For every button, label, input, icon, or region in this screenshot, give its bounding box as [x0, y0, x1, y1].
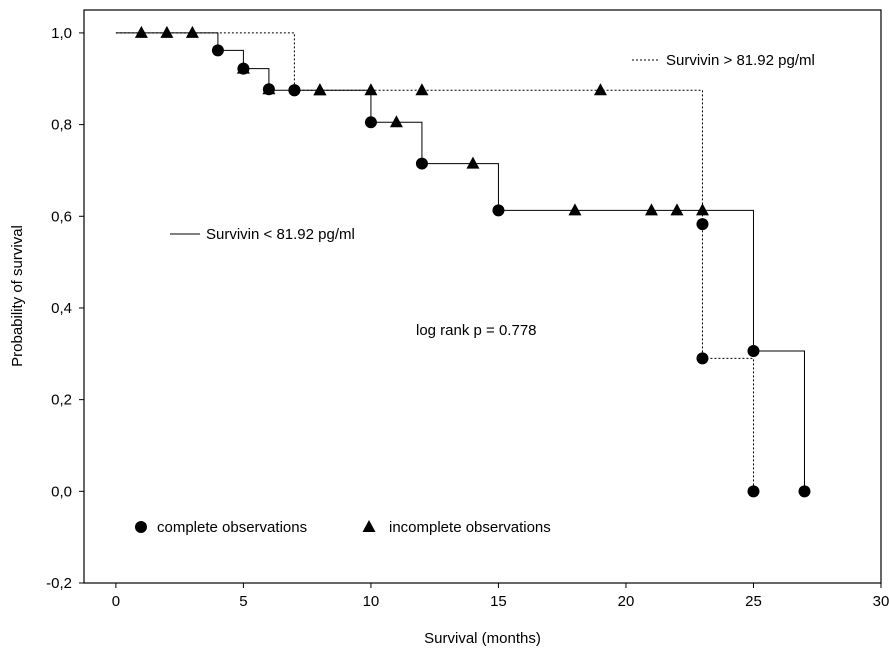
legend-marker-complete-icon [135, 521, 147, 533]
censored-marker-high [364, 83, 378, 96]
censored-marker-high [313, 83, 327, 96]
event-marker-low [364, 116, 377, 129]
censored-marker-low [644, 203, 658, 216]
km-curve-low-survivin [115, 32, 805, 492]
event-marker-low [415, 157, 428, 170]
event-marker-high [288, 84, 301, 97]
x-tick-label: 5 [239, 593, 247, 610]
km-curve-high-survivin [115, 32, 754, 492]
legend-label-incomplete: incomplete observations [389, 519, 551, 536]
y-tick-label: 1,0 [51, 25, 72, 42]
x-tick-label: 25 [745, 593, 762, 610]
x-axis-title: Survival (months) [424, 630, 541, 647]
event-marker-low [747, 345, 760, 358]
event-marker-low [262, 83, 275, 96]
legend-label-low-survivin: Survivin < 81.92 pg/ml [206, 226, 355, 243]
event-marker-low [798, 485, 811, 498]
plot-frame [83, 9, 882, 584]
censored-marker-low [389, 115, 403, 128]
censored-marker-high [236, 61, 250, 74]
x-tick-label: 0 [112, 593, 120, 610]
y-tick-label: 0,4 [51, 300, 72, 317]
censored-marker-low [185, 25, 199, 38]
y-tick-label: 0,8 [51, 117, 72, 134]
event-marker-low [492, 204, 505, 217]
x-tick-label: 15 [490, 593, 507, 610]
censored-marker-high [593, 83, 607, 96]
legend-label-high-survivin: Survivin > 81.92 pg/ml [666, 52, 815, 69]
x-tick-label: 20 [618, 593, 635, 610]
event-marker-high [747, 485, 760, 498]
censored-marker-high [415, 83, 429, 96]
y-tick-label: 0,6 [51, 208, 72, 225]
y-tick-label: 0,2 [51, 392, 72, 409]
y-tick-label: 0,0 [51, 483, 72, 500]
y-axis-title: Probability of survival [9, 225, 26, 367]
event-marker-low [211, 44, 224, 57]
event-marker-high [696, 218, 709, 231]
logrank-pvalue: log rank p = 0.778 [416, 322, 537, 339]
y-tick-label: -0,2 [46, 575, 72, 592]
x-tick-label: 30 [873, 593, 889, 610]
censored-marker-low [466, 156, 480, 169]
censored-marker-low [670, 203, 684, 216]
censored-marker-low [695, 203, 709, 216]
legend-label-complete: complete observations [157, 519, 307, 536]
censored-marker-low [568, 203, 582, 216]
censored-marker-low [160, 25, 174, 38]
censored-marker-low [134, 25, 148, 38]
legend-marker-incomplete-icon [362, 520, 376, 532]
event-marker-high [696, 352, 709, 365]
x-tick-label: 10 [363, 593, 380, 610]
